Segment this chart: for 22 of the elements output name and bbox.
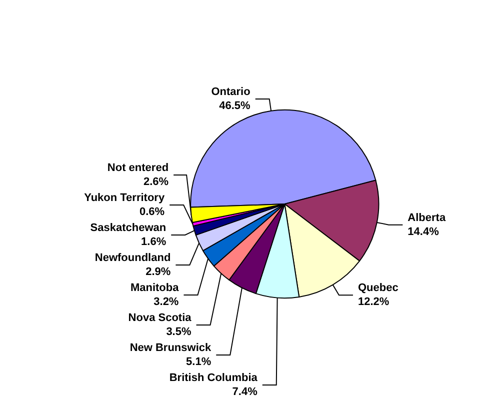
slice-label: New Brunswick: [130, 342, 212, 354]
data-label: 3.5%: [166, 326, 192, 338]
slice-label: Newfoundland: [94, 252, 171, 264]
slice-label: Alberta: [408, 212, 446, 224]
slice-label: Ontario: [211, 86, 251, 98]
data-label: 3.2%: [154, 296, 179, 308]
slice-label: Yukon Territory: [84, 192, 166, 204]
slice-label: Nova Scotia: [128, 312, 192, 324]
slice-label: Not entered: [107, 162, 169, 174]
slice-label: British Columbia: [169, 372, 258, 384]
data-label: 1.6%: [141, 236, 166, 248]
slice-label: Quebec: [358, 282, 398, 294]
slice-label: Manitoba: [130, 282, 180, 294]
data-label: 0.6%: [140, 206, 165, 218]
data-label: 14.4%: [408, 226, 440, 238]
data-label: 46.5%: [219, 100, 251, 112]
data-label: 7.4%: [232, 386, 258, 398]
data-label: 12.2%: [358, 296, 390, 308]
data-label: 2.9%: [146, 266, 171, 278]
data-label: 2.6%: [143, 176, 169, 188]
data-label: 5.1%: [186, 356, 212, 368]
slice-label: Saskatchewan: [90, 222, 166, 234]
